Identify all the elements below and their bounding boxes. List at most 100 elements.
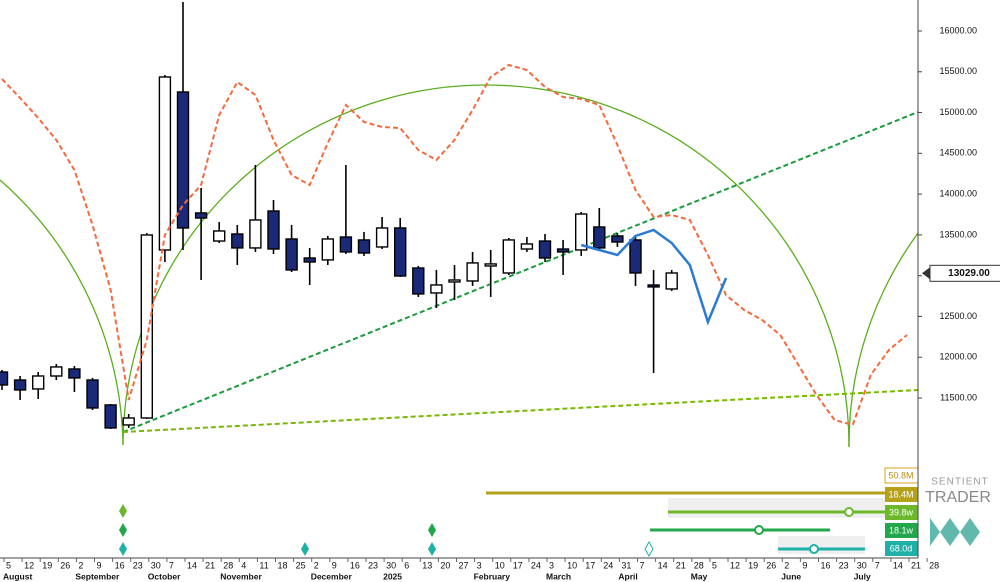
label-box [885,523,918,538]
x-tick-label: 18 [278,560,288,570]
candle-body [556,248,570,253]
signal-diamond [644,540,654,558]
signals [119,504,654,558]
logo-text: SENTIENT [931,477,988,488]
candle [375,216,389,250]
candle [32,371,45,399]
x-tick-label: 12 [24,560,34,570]
logo-mark [930,518,980,546]
candle [0,369,9,390]
candle [665,269,678,292]
cycle-point [754,525,764,535]
signal-diamond [119,542,127,556]
x-tick-label: 6 [404,560,409,570]
month-label: September [75,571,120,581]
candle [68,365,81,392]
x-tick-label: 5 [712,560,717,570]
month-label: October [148,571,181,581]
candle-body [448,279,461,283]
candle [339,164,353,254]
candle-body [593,226,606,249]
candle-body [339,236,353,253]
candle-body [158,76,172,251]
month-label: December [311,571,353,581]
candle [50,364,63,380]
candle-body [122,417,135,426]
candle [285,224,298,273]
month-label: June [781,571,801,581]
x-tick-label: 5 [6,560,11,570]
candle [520,237,534,252]
month-label: November [220,571,262,581]
candle [430,269,443,308]
candle [593,207,606,250]
candle-body [357,239,371,254]
candle [158,74,172,262]
signal-diamond [301,542,309,556]
logo-text: TRADER [925,489,991,506]
candle [212,222,226,243]
trend-line [122,389,919,433]
cycle-point [844,507,854,517]
month-label: February [474,571,511,581]
candle [176,1,190,250]
x-tick-label: 10 [567,560,577,570]
y-tick-label: 12000.00 [939,352,977,362]
x-tick-label: 23 [368,560,378,570]
x-tick-label: 16 [350,560,360,570]
candle-body [267,210,280,250]
candle [249,164,262,252]
x-tick-label: 30 [857,560,867,570]
x-tick-label: 24 [531,560,541,570]
panel-shade [778,536,865,554]
cycle-label: 50.8M [888,470,913,480]
candle-body [32,375,45,390]
candle [484,249,497,297]
cycle-label: 39.8w [889,507,914,517]
x-tick-label: 27 [459,560,469,570]
x-tick-label: 9 [97,560,102,570]
month-label: April [618,571,637,581]
x-tick-label: 26 [60,560,70,570]
x-tick-label: 13 [422,560,432,570]
x-tick-label: 28 [929,560,939,570]
x-tick-label: 21 [676,560,686,570]
candle [502,237,515,275]
x-tick-label: 9 [802,560,807,570]
x-tick-label: 11 [259,560,268,570]
x-tick-label: 14 [658,560,668,570]
x-tick-label: 30 [386,560,396,570]
candle [466,251,479,286]
candle-body [231,233,244,249]
candle-body [502,239,515,274]
candle-body [629,239,642,274]
x-tick-label: 28 [223,560,233,570]
candle [321,235,334,265]
last-price-label: 13029.00 [948,268,990,279]
signal-diamond [428,542,436,556]
candle-body [484,263,497,267]
candle [412,265,425,297]
candle [86,377,99,411]
y-tick-label: 15000.00 [939,107,977,117]
candle-body [86,379,99,409]
candle-body [140,234,154,419]
x-tick-label: 2 [78,560,83,570]
x-tick-label: 30 [151,560,161,570]
candle-body [575,213,588,251]
x-tick-label: 3 [477,560,482,570]
x-tick-label: 4 [241,560,246,570]
candle [575,211,588,256]
candle [556,239,570,275]
candle-body [50,366,63,377]
candle-body [647,284,660,288]
x-tick-label: 26 [766,560,776,570]
x-tick-label: 21 [205,560,215,570]
candle-body [321,238,334,261]
label-box [885,541,918,556]
candle [357,231,371,256]
projection-line [1,63,908,427]
candle-body [466,262,479,282]
candle-body [249,219,262,249]
candle-body [194,212,208,219]
